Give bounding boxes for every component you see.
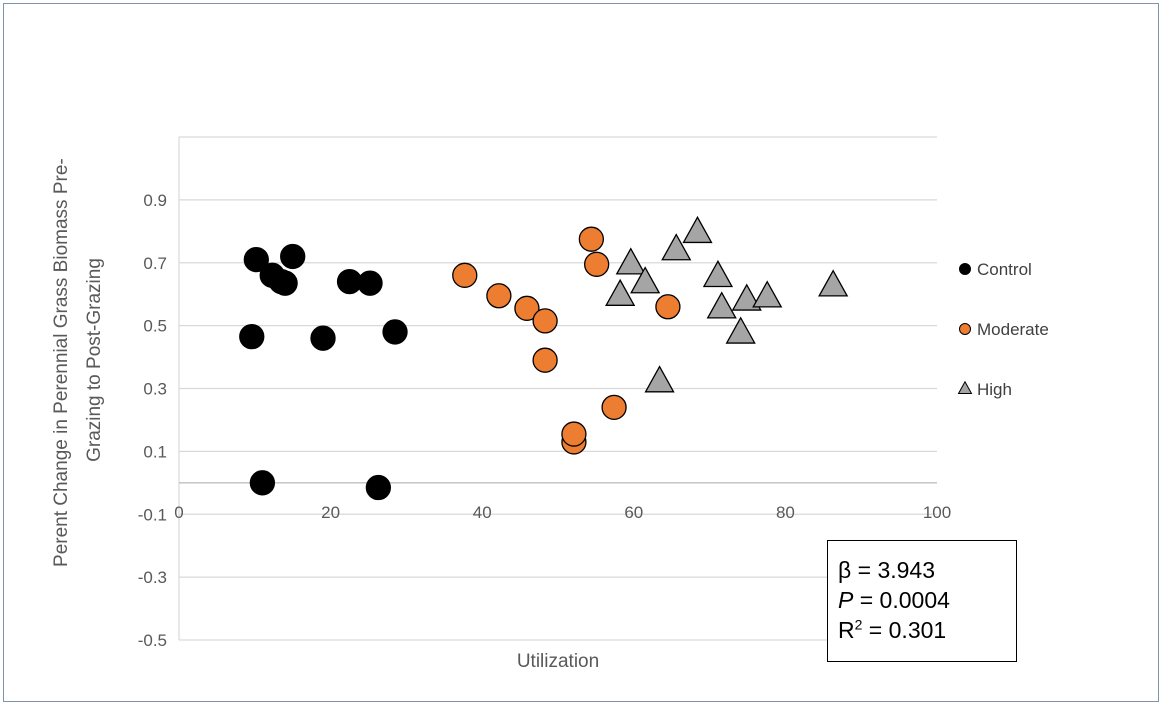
legend-label-control: Control [977, 260, 1032, 279]
data-point-high [731, 283, 762, 311]
x-tick-label: 60 [624, 503, 643, 522]
data-point-high [661, 233, 692, 261]
data-point-moderate [655, 294, 681, 320]
y-tick-label: 0.5 [143, 317, 167, 336]
x-tick-label: 0 [174, 503, 183, 522]
y-tick-label: -0.5 [138, 631, 167, 650]
data-point-moderate [452, 262, 478, 288]
legend-label-high: High [977, 380, 1012, 399]
x-axis-title: Utilization [517, 651, 599, 672]
x-tick-label: 80 [776, 503, 795, 522]
y-tick-label: 0.7 [143, 254, 167, 273]
beta-text: β = 3.943 [838, 557, 935, 583]
data-point-high [725, 316, 756, 344]
stats-box: β = 3.943 P = 0.0004 R2 = 0.301 [827, 540, 1017, 662]
axes [178, 137, 937, 641]
data-point-control [357, 270, 383, 296]
data-point-moderate [532, 308, 558, 334]
y-axis-title-line1: Perent Change in Perennial Grass Biomass… [51, 158, 72, 567]
y-tick-label: -0.1 [138, 505, 167, 524]
data-point-high [605, 278, 636, 306]
data-point-control [310, 325, 336, 351]
p-label: P [838, 587, 854, 613]
data-point-moderate [584, 251, 610, 277]
r2-row: R2 = 0.301 [838, 615, 1016, 645]
data-point-high [706, 291, 737, 319]
legend-label-moderate: Moderate [977, 320, 1049, 339]
data-point-moderate [514, 295, 540, 321]
data-point-high [644, 365, 675, 393]
y-axis-title-line2: Grazing to Post-Grazing [84, 258, 105, 462]
data-point-high [630, 266, 661, 294]
x-tick-label: 100 [923, 503, 951, 522]
data-point-high [615, 247, 646, 275]
data-point-control [239, 323, 265, 350]
r-superscript: 2 [854, 616, 863, 633]
data-point-control [249, 470, 276, 496]
p-value: = 0.0004 [853, 587, 950, 613]
y-axis-title: Perent Change in Perennial Grass Biomass… [51, 153, 105, 567]
data-points [239, 215, 849, 501]
legend: Control Moderate High [957, 260, 1049, 399]
data-point-moderate [561, 421, 587, 447]
data-point-moderate [601, 394, 627, 421]
data-point-moderate [486, 283, 512, 309]
data-point-control [365, 474, 392, 501]
y-tick-label: -0.3 [138, 568, 167, 587]
gridlines [179, 136, 937, 578]
legend-marker-high [957, 380, 973, 394]
beta-row: β = 3.943 [838, 555, 1016, 585]
y-tick-label: 0.9 [143, 191, 167, 210]
data-point-control [272, 270, 298, 296]
r-value: = 0.301 [862, 617, 947, 643]
data-point-high [682, 215, 713, 244]
y-tick-label: 0.1 [143, 442, 167, 461]
tick-labels: -0.5 -0.3 -0.1 0.1 0.3 0.5 0.7 0.9 0 20 40 60 80 100 [138, 191, 951, 650]
y-tick-label: 0.3 [143, 380, 167, 399]
x-tick-label: 40 [473, 503, 492, 522]
data-point-high [818, 269, 849, 297]
data-point-high [702, 259, 734, 288]
p-row: P = 0.0004 [838, 585, 1016, 615]
x-tick-label: 20 [321, 503, 340, 522]
data-point-control [280, 243, 306, 270]
legend-marker-moderate [959, 323, 971, 335]
legend-marker-control [959, 263, 971, 275]
data-point-high [752, 280, 783, 308]
data-point-moderate [578, 226, 605, 252]
data-point-control [243, 246, 269, 273]
data-point-control [382, 319, 408, 345]
data-point-moderate [532, 347, 558, 373]
r-label: R [838, 617, 855, 643]
